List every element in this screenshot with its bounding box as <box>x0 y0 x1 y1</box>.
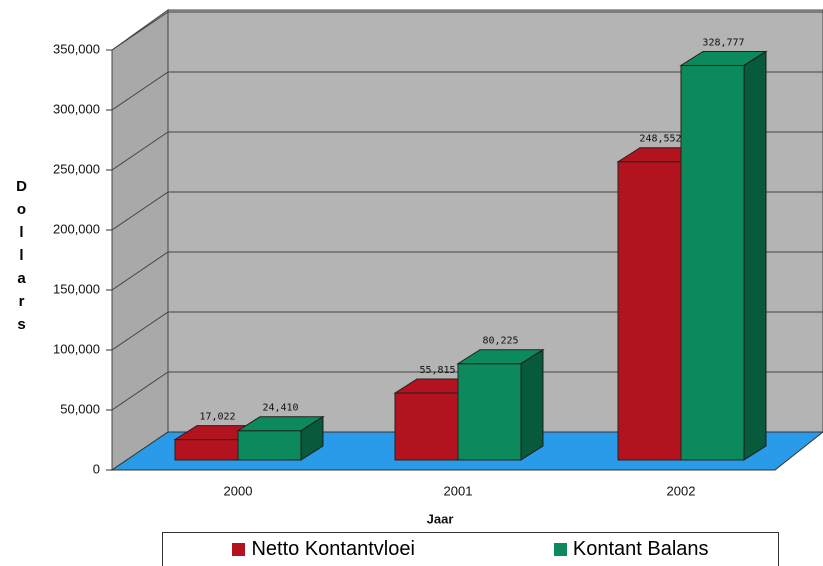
grid-line <box>111 71 169 111</box>
x-tick-label: 2000 <box>224 483 253 498</box>
value-label: 328,777 <box>702 37 744 48</box>
bar-front <box>394 392 459 461</box>
y-tick-label: 0 <box>93 461 100 476</box>
legend-swatch <box>553 543 567 556</box>
bar <box>456 348 545 461</box>
x-tick-label: 2002 <box>667 483 696 498</box>
bar-front <box>457 363 522 461</box>
y-tick-label: 300,000 <box>53 101 100 116</box>
x-axis-label: Jaar <box>427 511 454 526</box>
legend-item: Netto Kontantvloei <box>232 538 415 561</box>
bar-side-shade <box>521 349 543 460</box>
y-tick-label: 200,000 <box>53 221 100 236</box>
bar <box>679 50 768 461</box>
bar-front <box>174 439 239 461</box>
grid-line <box>111 311 169 351</box>
y-tick-label: 50,000 <box>60 401 100 416</box>
bar-side-shade <box>744 51 766 461</box>
legend-label: Kontant Balans <box>572 538 709 560</box>
y-tick-label: 350,000 <box>53 41 100 56</box>
value-label: 17,022 <box>199 412 235 423</box>
legend: Netto Kontantvloei Kontant Balans <box>162 532 779 566</box>
legend-item: Kontant Balans <box>553 538 709 561</box>
y-tick-label: 250,000 <box>53 161 100 176</box>
bar-side <box>520 348 544 461</box>
x-tick-label: 2001 <box>444 483 473 498</box>
grid-line <box>111 11 169 51</box>
bar-front <box>237 430 302 461</box>
grid-line <box>111 371 169 411</box>
bar-front <box>680 64 745 461</box>
grid-line <box>111 131 169 171</box>
legend-swatch <box>232 543 246 556</box>
value-label: 80,225 <box>482 336 518 347</box>
bar-front <box>617 161 682 461</box>
grid-line <box>111 191 169 231</box>
left-wall <box>111 9 169 471</box>
y-tick-label: 150,000 <box>53 281 100 296</box>
bar-side <box>300 415 324 461</box>
bar <box>236 415 325 461</box>
value-label: 55,815 <box>419 365 455 376</box>
legend-label: Netto Kontantvloei <box>251 538 415 560</box>
y-tick-label: 100,000 <box>53 341 100 356</box>
y-axis-label: Dollars <box>13 178 30 339</box>
grid-line <box>111 251 169 291</box>
bar-side-shade <box>301 416 323 460</box>
value-label: 24,410 <box>262 403 298 414</box>
value-label: 248,552 <box>639 134 681 145</box>
bar-side <box>743 50 767 461</box>
